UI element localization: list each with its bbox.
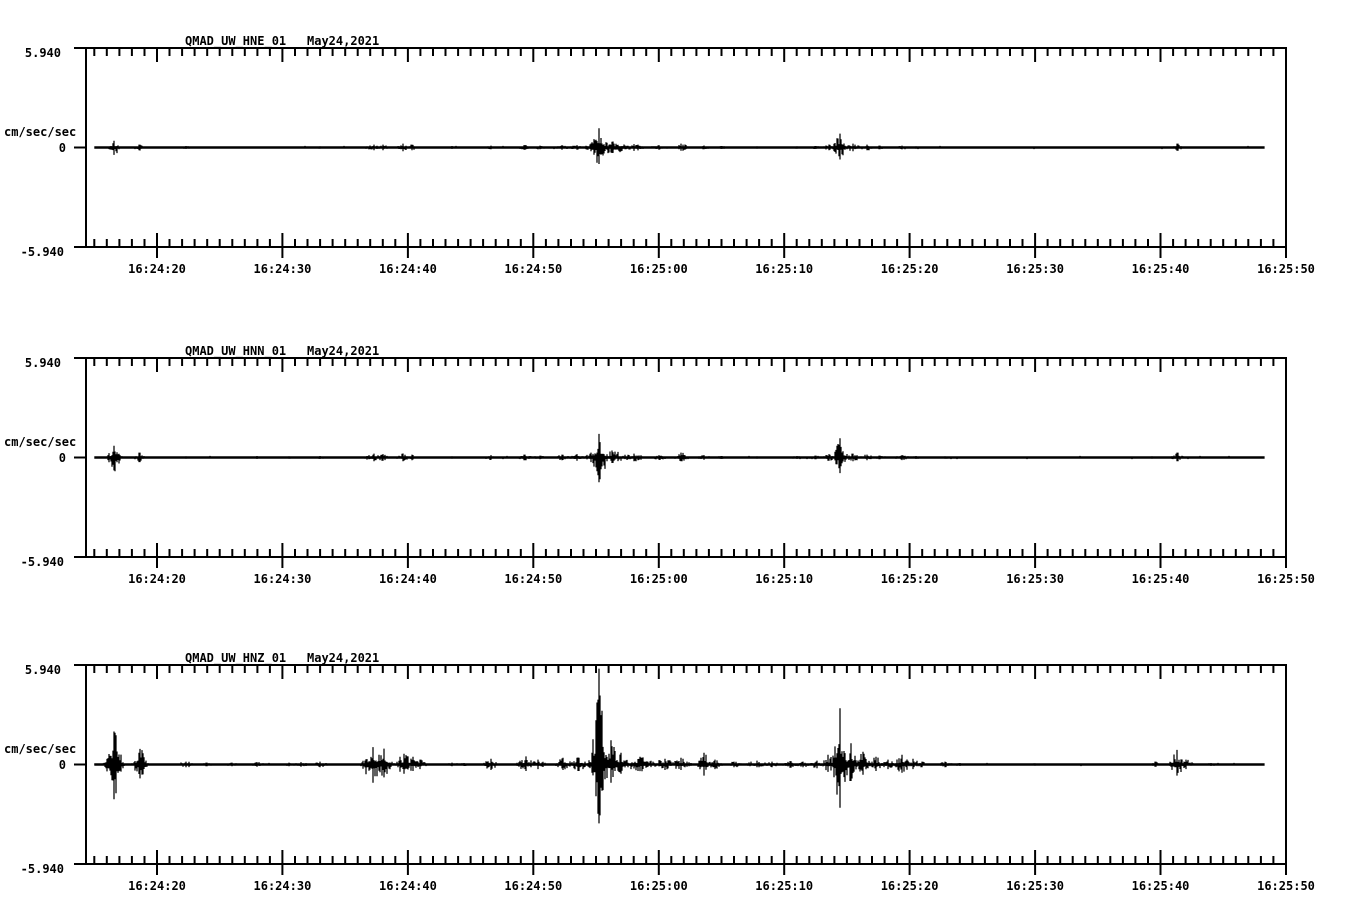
y-zero-label: 0 [59,758,66,772]
trace-waveform [94,668,1258,824]
axis-ticks [74,357,1287,568]
plot-area-hne: 16:24:20 16:24:30 16:24:40 16:24:50 16:25:00… [74,47,1315,276]
trace-title-station: QMAD_UW_HNN_01 [185,344,286,359]
axis-ticks [74,47,1287,258]
y-min-label: -5.940 [21,862,64,876]
seismogram-panel-hnz: QMAD_UW_HNZ_01 May24,2021 5.940 cm/sec/s… [4,651,1315,893]
seismogram-panel-hne: QMAD_UW_HNE_01 May24,2021 5.940 cm/sec/s… [4,34,1315,276]
x-tick-label: 16:25:20 [881,572,939,586]
x-tick-label: 16:25:30 [1006,879,1064,893]
x-tick-label: 16:25:20 [881,879,939,893]
x-tick-label: 16:25:00 [630,879,688,893]
y-units-label: cm/sec/sec [4,435,76,449]
x-tick-label: 16:25:10 [755,879,813,893]
x-tick-label: 16:25:50 [1257,262,1315,276]
x-tick-label: 16:25:00 [630,262,688,276]
trace-title-date: May24,2021 [307,34,379,48]
y-zero-label: 0 [59,141,66,155]
x-tick-label: 16:24:20 [128,879,186,893]
trace-title-station: QMAD_UW_HNE_01 [185,34,286,49]
trace-title-station: QMAD_UW_HNZ_01 [185,651,286,666]
y-max-label: 5.940 [25,663,61,677]
plot-area-hnz: 16:24:20 16:24:30 16:24:40 16:24:50 16:25:00… [74,664,1315,893]
x-tick-label: 16:25:40 [1132,879,1190,893]
x-tick-label: 16:25:40 [1132,572,1190,586]
trace-title-date: May24,2021 [307,651,379,665]
x-tick-label: 16:24:20 [128,262,186,276]
x-tick-label: 16:25:10 [755,262,813,276]
x-tick-label: 16:24:30 [254,879,312,893]
x-tick-label: 16:25:30 [1006,262,1064,276]
y-max-label: 5.940 [25,46,61,60]
y-min-label: -5.940 [21,245,64,259]
x-tick-label: 16:24:40 [379,879,437,893]
x-tick-label: 16:25:10 [755,572,813,586]
plot-area-hnn: 16:24:20 16:24:30 16:24:40 16:24:50 16:25:00… [74,357,1315,586]
x-tick-label: 16:25:50 [1257,572,1315,586]
trace-waveform [106,433,1230,483]
x-tick-label: 16:24:40 [379,262,437,276]
x-tick-label: 16:25:30 [1006,572,1064,586]
y-max-label: 5.940 [25,356,61,370]
trace-waveform [107,128,1249,164]
y-units-label: cm/sec/sec [4,742,76,756]
x-tick-label: 16:24:50 [504,879,562,893]
seismogram-panel-hnn: QMAD_UW_HNN_01 May24,2021 5.940 cm/sec/s… [4,344,1315,586]
x-tick-label: 16:25:20 [881,262,939,276]
x-tick-label: 16:25:40 [1132,262,1190,276]
x-tick-label: 16:24:50 [504,262,562,276]
y-min-label: -5.940 [21,555,64,569]
axis-ticks [74,664,1287,875]
x-tick-label: 16:25:00 [630,572,688,586]
y-zero-label: 0 [59,451,66,465]
x-tick-label: 16:25:50 [1257,879,1315,893]
x-tick-label: 16:24:30 [254,572,312,586]
y-units-label: cm/sec/sec [4,125,76,139]
x-tick-label: 16:24:40 [379,572,437,586]
x-tick-label: 16:24:30 [254,262,312,276]
trace-title-date: May24,2021 [307,344,379,358]
x-tick-label: 16:24:20 [128,572,186,586]
x-tick-label: 16:24:50 [504,572,562,586]
